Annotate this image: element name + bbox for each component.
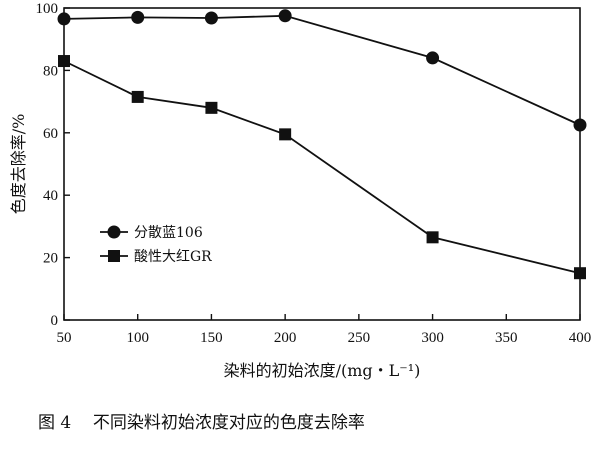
data-point [57, 12, 71, 26]
x-tick-label: 350 [495, 330, 518, 346]
data-point [279, 128, 292, 141]
x-tick-label: 50 [57, 330, 72, 346]
series-1 [57, 9, 587, 132]
data-point [278, 9, 292, 23]
legend-item: 酸性大红GR [100, 249, 212, 265]
plot-frame [63, 7, 581, 321]
x-tick-label: 400 [569, 330, 592, 346]
y-axis-title: 色度去除率/% [9, 114, 28, 215]
x-axis: 50 100 150 200 250 300 350 400 [57, 314, 592, 346]
y-tick-label: 0 [51, 313, 59, 329]
legend-marker [108, 250, 120, 262]
data-point [131, 90, 144, 103]
x-tick-label: 200 [274, 330, 297, 346]
series-layer [57, 9, 587, 280]
data-point [426, 51, 440, 65]
legend-label: 分散蓝106 [134, 225, 203, 241]
y-axis: 0 20 40 60 80 100 [36, 1, 70, 329]
data-point [204, 11, 218, 25]
y-tick-label: 60 [43, 126, 58, 142]
data-point [131, 10, 145, 24]
y-tick-label: 100 [36, 1, 59, 17]
series-2 [58, 55, 586, 280]
legend-item: 分散蓝106 [100, 225, 203, 241]
x-tick-label: 150 [200, 330, 223, 346]
figure-caption: 图 4 不同染料初始浓度对应的色度去除率 [38, 408, 578, 433]
legend-label: 酸性大红GR [134, 249, 212, 265]
x-tick-label: 100 [126, 330, 149, 346]
data-point [58, 55, 70, 68]
data-point [573, 118, 587, 132]
y-tick-label: 80 [43, 63, 58, 79]
figure-caption-text: 不同染料初始浓度对应的色度去除率 [92, 413, 365, 433]
data-point [205, 101, 218, 114]
series-line [63, 14, 581, 126]
figure-number: 图 4 [38, 413, 72, 433]
x-tick-label: 250 [348, 330, 371, 346]
y-tick-label: 20 [43, 251, 58, 267]
y-tick-label: 40 [43, 188, 58, 204]
line-chart: 50 100 150 200 250 300 350 400 0 20 40 60 80 100 分散蓝… [9, 1, 592, 380]
x-axis-title: 染料的初始浓度/(mg・L⁻¹) [224, 361, 421, 380]
data-point [574, 267, 586, 280]
legend-marker [107, 225, 121, 239]
x-tick-label: 300 [421, 330, 444, 346]
data-point [426, 231, 439, 244]
legend: 分散蓝106 酸性大红GR [100, 225, 212, 265]
series-line [63, 60, 581, 275]
